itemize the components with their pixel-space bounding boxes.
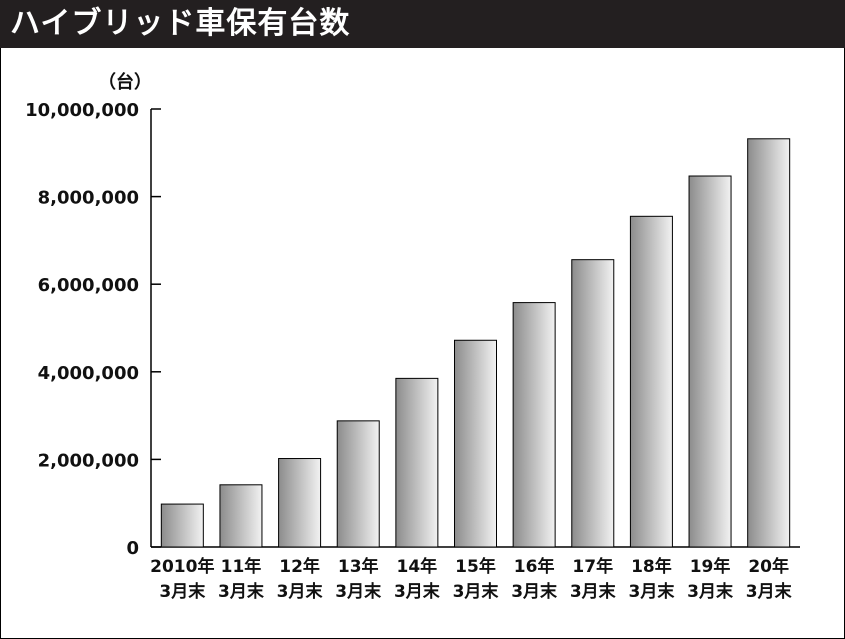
x-tick-label-sub: 3月末 xyxy=(628,581,675,602)
y-axis-unit: （台） xyxy=(98,71,152,93)
x-tick-label: 11年 xyxy=(221,556,262,577)
x-tick-label: 20年 xyxy=(748,556,789,577)
y-tick-label: 4,000,000 xyxy=(38,363,139,384)
y-tick-label: 2,000,000 xyxy=(38,450,139,471)
bar xyxy=(454,339,497,548)
bar xyxy=(160,503,204,548)
x-tick-label: 17年 xyxy=(572,556,613,577)
x-tick-label-sub: 3月末 xyxy=(453,581,500,602)
bar xyxy=(629,215,673,548)
x-tick-label-sub: 3月末 xyxy=(335,581,382,602)
x-tick-label: 14年 xyxy=(397,556,438,577)
x-tick-label-sub: 3月末 xyxy=(218,581,265,602)
y-tick-label: 0 xyxy=(126,538,139,559)
x-tick-label-sub: 3月末 xyxy=(746,581,793,602)
bar xyxy=(395,377,439,548)
y-tick-label: 10,000,000 xyxy=(25,100,139,121)
x-tick-label-sub: 3月末 xyxy=(687,581,734,602)
x-tick-label-sub: 3月末 xyxy=(511,581,558,602)
x-tick-label-sub: 3月末 xyxy=(159,581,206,602)
y-tick-label: 6,000,000 xyxy=(38,275,139,296)
x-tick-label: 13年 xyxy=(338,556,379,577)
title-bar: ハイブリッド車保有台数 xyxy=(0,0,845,48)
x-tick-label-sub: 3月末 xyxy=(394,581,441,602)
x-tick-label-sub: 3月末 xyxy=(277,581,324,602)
bar xyxy=(278,458,322,548)
x-tick-label: 12年 xyxy=(279,556,320,577)
bar xyxy=(571,259,615,548)
x-tick-label: 19年 xyxy=(690,556,731,577)
x-tick-label: 15年 xyxy=(455,556,496,577)
bar xyxy=(512,302,556,548)
bar xyxy=(336,420,380,548)
x-tick-label: 2010年 xyxy=(150,556,214,577)
x-tick-label: 18年 xyxy=(631,556,672,577)
bar xyxy=(747,138,791,548)
y-tick-label: 8,000,000 xyxy=(38,188,139,209)
bar xyxy=(688,175,732,548)
chart-title: ハイブリッド車保有台数 xyxy=(10,6,351,41)
x-tick-label: 16年 xyxy=(514,556,555,577)
bar xyxy=(219,484,263,548)
x-tick-label-sub: 3月末 xyxy=(570,581,617,602)
